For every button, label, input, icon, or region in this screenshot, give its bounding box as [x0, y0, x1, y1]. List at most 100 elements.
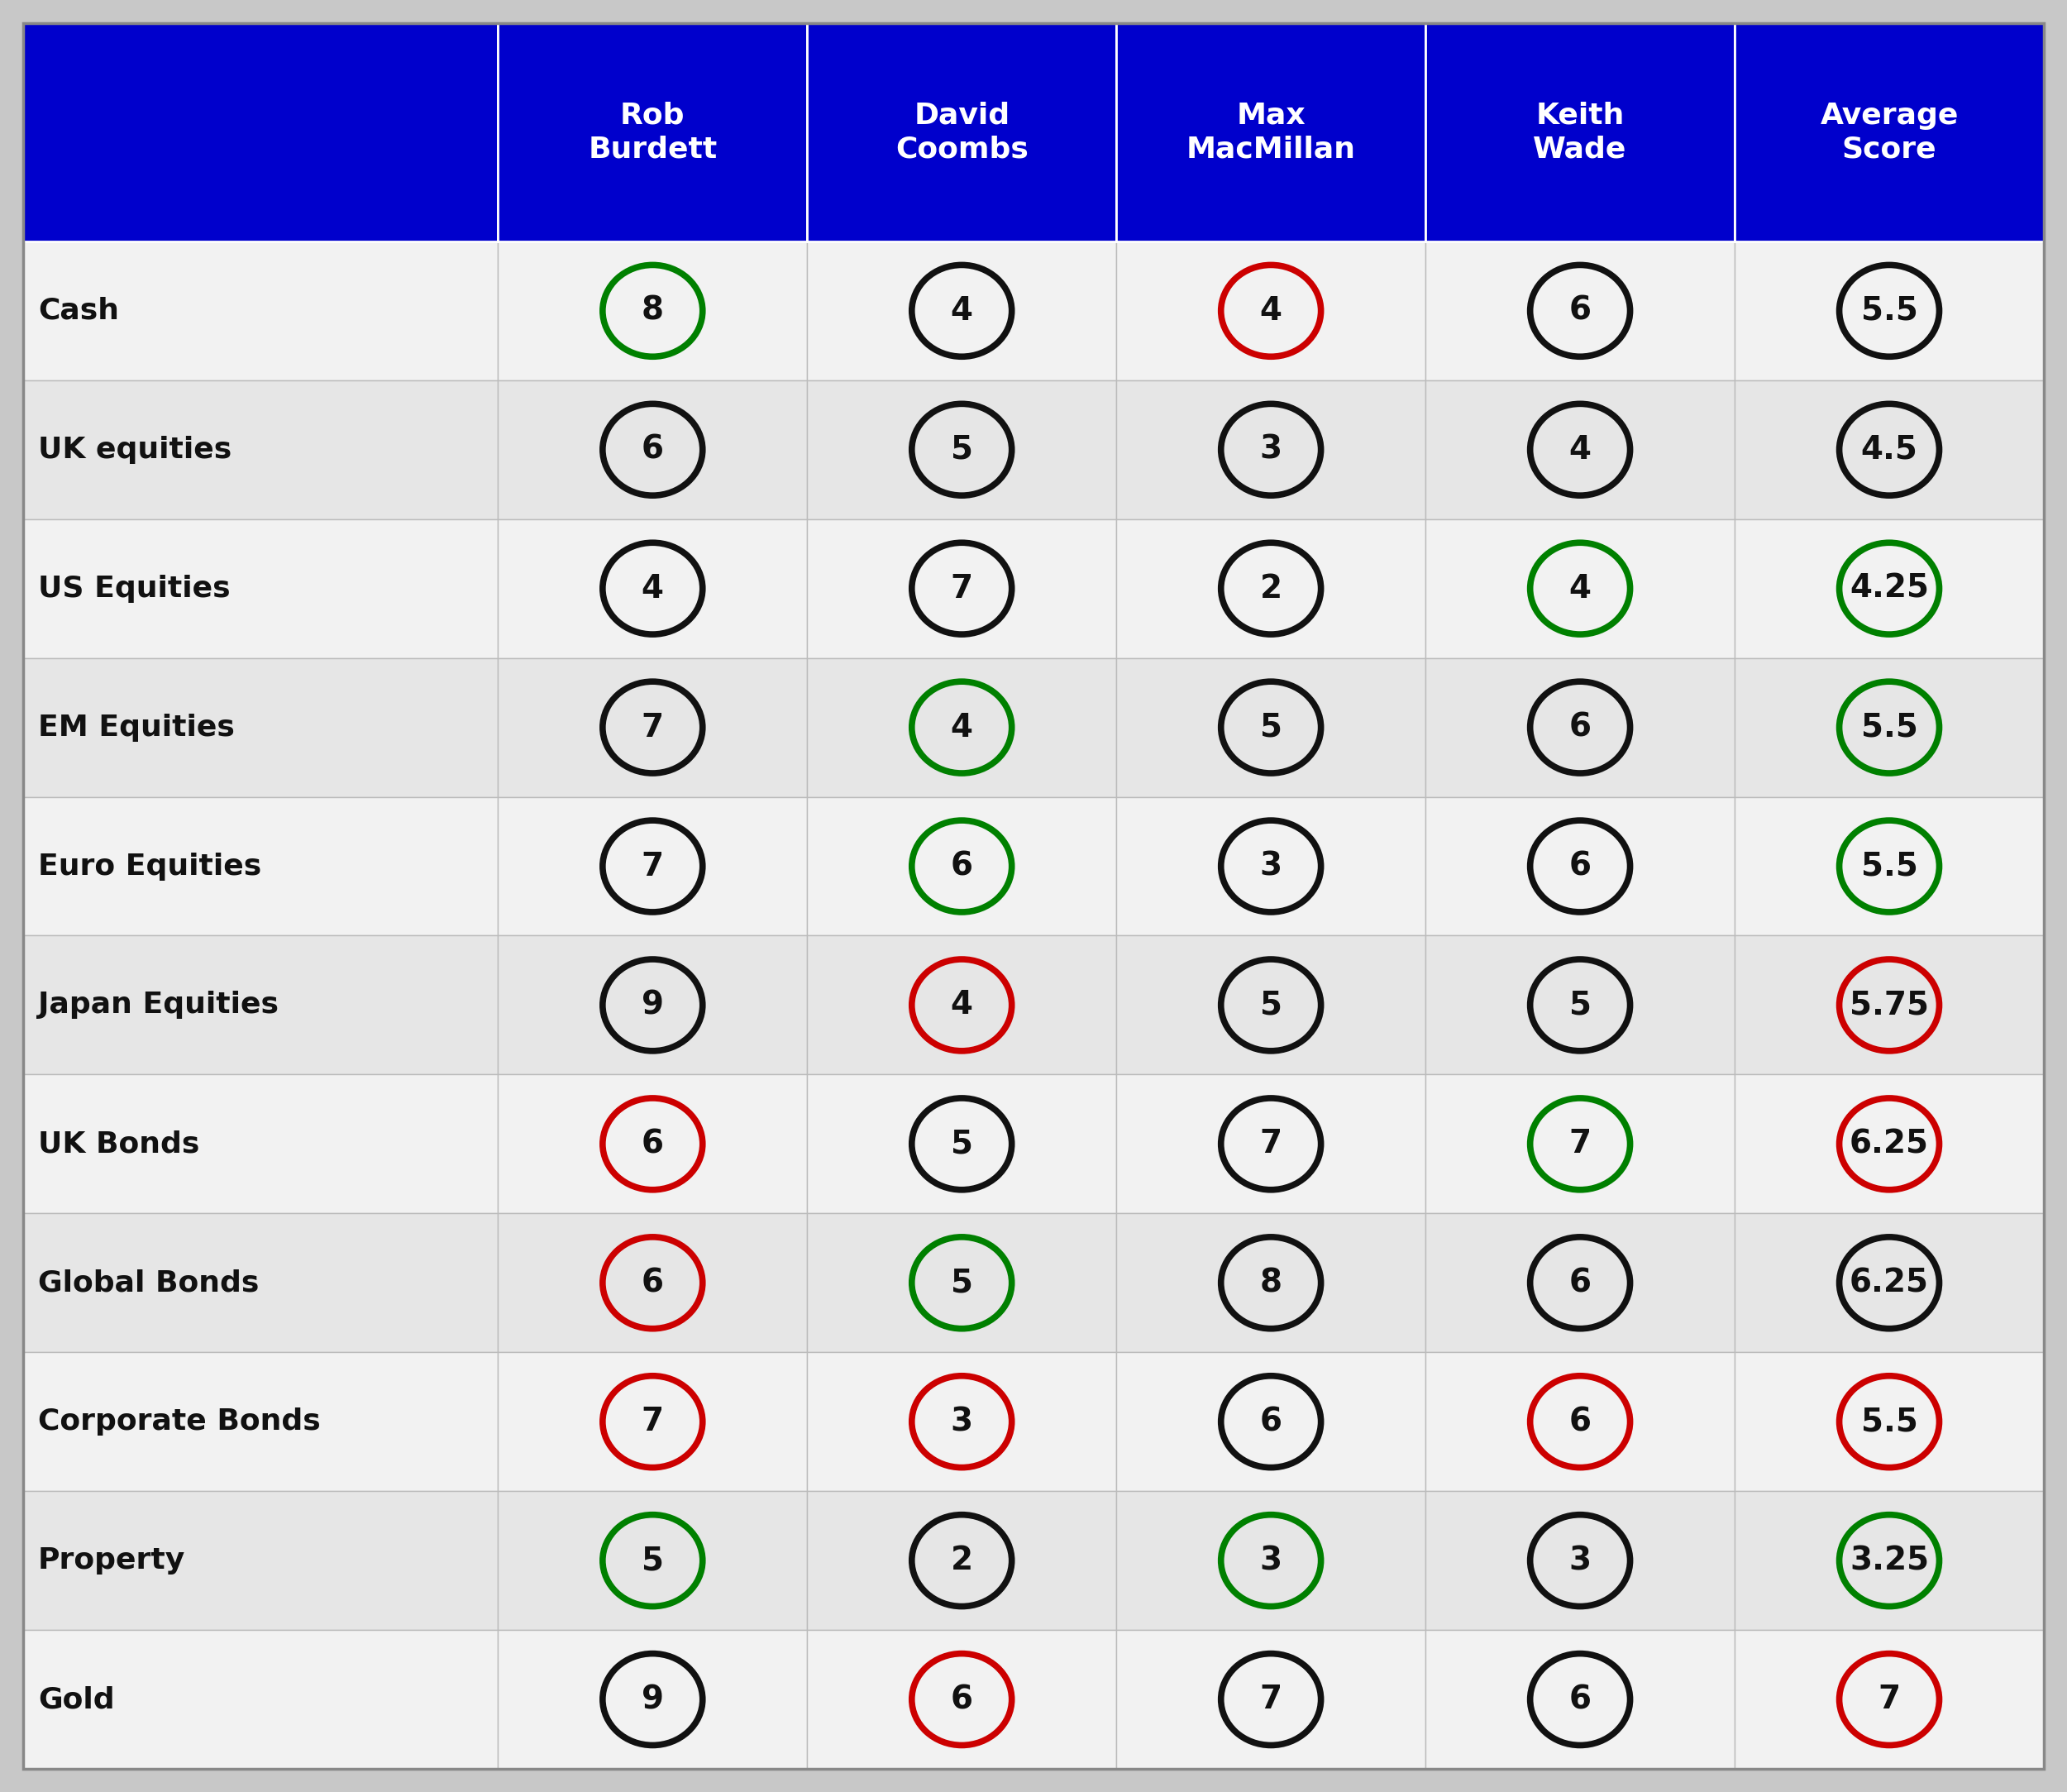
Ellipse shape — [604, 265, 703, 357]
Ellipse shape — [1222, 1236, 1321, 1328]
Bar — [808, 1491, 1116, 1631]
Bar — [1426, 1075, 1734, 1213]
Ellipse shape — [1840, 1654, 1939, 1745]
Text: UK Bonds: UK Bonds — [37, 1131, 200, 1158]
Text: 4.5: 4.5 — [1860, 434, 1918, 466]
Bar — [498, 935, 808, 1075]
Text: 5: 5 — [951, 434, 974, 466]
Ellipse shape — [1222, 1654, 1321, 1745]
Ellipse shape — [1840, 681, 1939, 772]
Ellipse shape — [912, 1654, 1011, 1745]
Bar — [1116, 23, 1426, 242]
Bar — [808, 1631, 1116, 1769]
Text: David
Coombs: David Coombs — [895, 102, 1027, 163]
Ellipse shape — [1840, 265, 1939, 357]
Bar — [808, 242, 1116, 380]
Bar — [1116, 1491, 1426, 1631]
Bar — [23, 1491, 498, 1631]
Bar — [498, 658, 808, 797]
Ellipse shape — [1840, 543, 1939, 634]
Bar — [1426, 797, 1734, 935]
Text: Cash: Cash — [37, 297, 120, 324]
Text: 7: 7 — [641, 1407, 664, 1437]
Ellipse shape — [912, 265, 1011, 357]
Text: 5.5: 5.5 — [1860, 1407, 1918, 1437]
Ellipse shape — [604, 1654, 703, 1745]
Text: 9: 9 — [641, 1684, 664, 1715]
Bar — [23, 935, 498, 1075]
Text: 7: 7 — [951, 573, 974, 604]
Ellipse shape — [1840, 821, 1939, 912]
Bar — [23, 520, 498, 658]
Text: 5: 5 — [1569, 989, 1592, 1021]
Text: 3: 3 — [1569, 1545, 1592, 1577]
Bar — [808, 1353, 1116, 1491]
Text: 6: 6 — [1259, 1407, 1282, 1437]
Bar — [23, 658, 498, 797]
Ellipse shape — [912, 403, 1011, 495]
Bar — [498, 1213, 808, 1353]
Ellipse shape — [1530, 681, 1631, 772]
Bar — [1116, 1075, 1426, 1213]
Bar — [1426, 23, 1734, 242]
Bar — [1734, 1353, 2044, 1491]
Bar — [1734, 1491, 2044, 1631]
Ellipse shape — [1222, 403, 1321, 495]
Bar — [23, 23, 498, 242]
Bar — [1116, 1353, 1426, 1491]
Text: Max
MacMillan: Max MacMillan — [1186, 102, 1356, 163]
Bar — [498, 242, 808, 380]
Bar — [1426, 520, 1734, 658]
Bar — [23, 797, 498, 935]
Ellipse shape — [912, 543, 1011, 634]
Ellipse shape — [1840, 403, 1939, 495]
Bar — [1426, 1353, 1734, 1491]
Ellipse shape — [1840, 1376, 1939, 1468]
Bar — [808, 1075, 1116, 1213]
Text: 6: 6 — [641, 1267, 664, 1299]
Bar — [1734, 1075, 2044, 1213]
Text: Euro Equities: Euro Equities — [37, 853, 260, 880]
Bar — [808, 23, 1116, 242]
Ellipse shape — [604, 959, 703, 1050]
Text: 3: 3 — [1259, 851, 1282, 882]
Bar — [498, 1353, 808, 1491]
Text: Corporate Bonds: Corporate Bonds — [37, 1409, 320, 1435]
Bar — [1734, 935, 2044, 1075]
Ellipse shape — [1530, 959, 1631, 1050]
Ellipse shape — [1530, 543, 1631, 634]
Text: 2: 2 — [951, 1545, 974, 1577]
Bar — [23, 1075, 498, 1213]
Bar — [498, 1491, 808, 1631]
Text: 6: 6 — [951, 1684, 974, 1715]
Bar — [1734, 658, 2044, 797]
Text: 6: 6 — [1569, 1684, 1592, 1715]
Text: 6: 6 — [951, 851, 974, 882]
Text: Gold: Gold — [37, 1684, 114, 1713]
Text: 5: 5 — [951, 1129, 974, 1159]
Ellipse shape — [1530, 1514, 1631, 1606]
Text: 7: 7 — [641, 711, 664, 744]
Ellipse shape — [1222, 1098, 1321, 1190]
Bar — [1734, 242, 2044, 380]
Ellipse shape — [604, 1236, 703, 1328]
Bar — [1734, 380, 2044, 520]
Ellipse shape — [1840, 959, 1939, 1050]
Ellipse shape — [912, 959, 1011, 1050]
Bar — [1734, 797, 2044, 935]
Ellipse shape — [912, 1376, 1011, 1468]
Bar — [1734, 520, 2044, 658]
Bar — [808, 380, 1116, 520]
Text: Average
Score: Average Score — [1821, 102, 1957, 163]
Ellipse shape — [604, 1098, 703, 1190]
Text: 6: 6 — [1569, 1407, 1592, 1437]
Ellipse shape — [604, 403, 703, 495]
Text: 5: 5 — [641, 1545, 664, 1577]
Text: 3: 3 — [951, 1407, 974, 1437]
Text: EM Equities: EM Equities — [37, 713, 236, 742]
Text: 3: 3 — [1259, 1545, 1282, 1577]
Text: 4: 4 — [1569, 434, 1592, 466]
Text: 7: 7 — [1569, 1129, 1592, 1159]
Bar — [808, 520, 1116, 658]
Ellipse shape — [1530, 1376, 1631, 1468]
